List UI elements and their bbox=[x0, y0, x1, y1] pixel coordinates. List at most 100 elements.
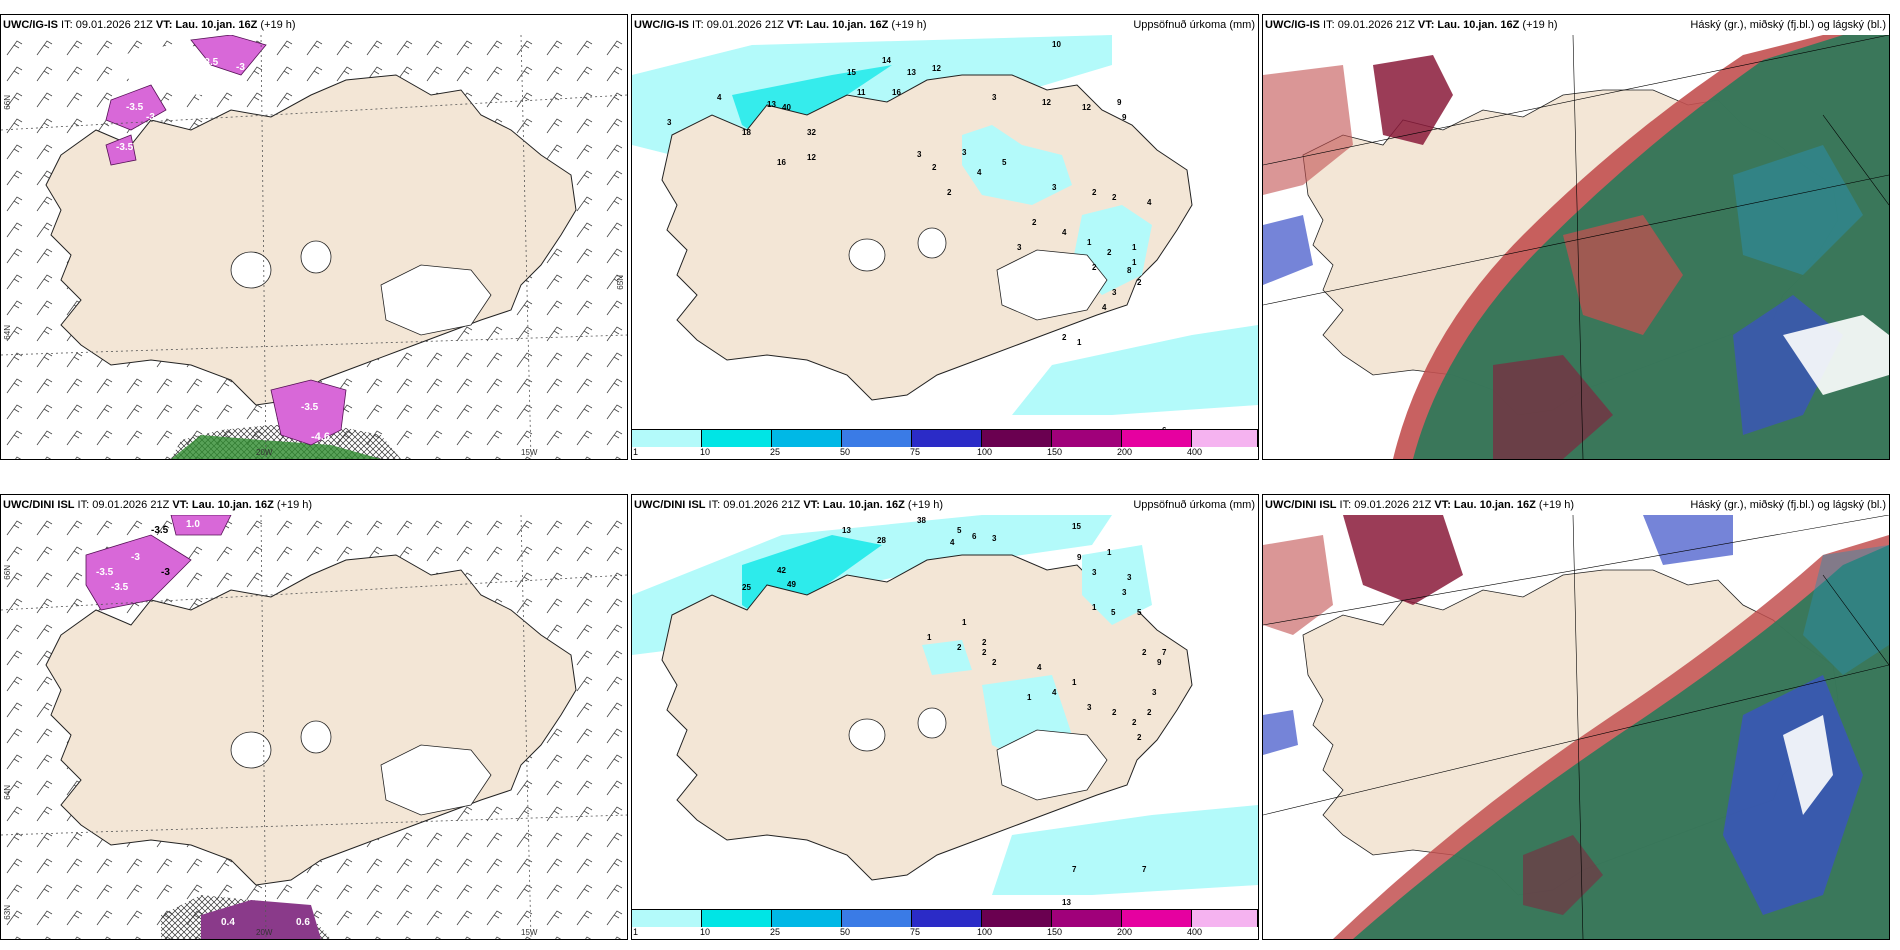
cb-label: 150 bbox=[1047, 447, 1063, 457]
lat-label: 66N bbox=[3, 565, 12, 580]
cb-swatch bbox=[632, 429, 702, 447]
precip-value: 16 bbox=[777, 158, 786, 167]
cb-swatch bbox=[982, 909, 1052, 927]
panel-cloud-bottom: UWC/DINI ISL IT: 09.01.2026 21Z VT: Lau.… bbox=[1262, 494, 1890, 940]
precip-value: 2 bbox=[982, 638, 987, 647]
lat-label: 63N bbox=[3, 905, 12, 920]
precip-value: 1 bbox=[1072, 678, 1077, 687]
field-title: Uppsöfnuð úrkoma (mm) bbox=[1133, 499, 1255, 511]
precip-value: 2 bbox=[957, 643, 962, 652]
precip-value: 7 bbox=[1072, 865, 1077, 874]
precip-value: 2 bbox=[1092, 188, 1097, 197]
cb-label: 75 bbox=[910, 447, 921, 457]
precip-value: 5 bbox=[1111, 608, 1116, 617]
wind-map: -3.5 -3 -3.5 -3 -3.5 1.0 0.4 0.6 bbox=[1, 515, 627, 939]
wind-label: -3.5 bbox=[96, 567, 114, 578]
precip-value: 8 bbox=[1127, 266, 1132, 275]
lead-time: (+19 h) bbox=[1535, 499, 1575, 511]
precip-value: 6 bbox=[972, 532, 977, 541]
colorbar: 1 10 25 50 75 100 150 200 400 bbox=[632, 429, 1258, 459]
model-name: UWC/DINI ISL bbox=[634, 499, 706, 511]
precip-value: 2 bbox=[982, 648, 987, 657]
precip-value: 2 bbox=[947, 188, 952, 197]
precip-value: 4 bbox=[977, 168, 982, 177]
cb-swatch bbox=[1122, 909, 1192, 927]
cb-swatch bbox=[1192, 429, 1258, 447]
precip-value: 4 bbox=[1052, 688, 1057, 697]
precip-value: 7 bbox=[1162, 648, 1167, 657]
lat-label: 65N bbox=[616, 275, 625, 290]
precip-value: 1 bbox=[1092, 603, 1097, 612]
valid-time: VT: Lau. 10.jan. 16Z bbox=[786, 19, 889, 31]
cloud-map bbox=[1263, 515, 1889, 939]
precip-value: 42 bbox=[777, 566, 786, 575]
cb-label: 1 bbox=[633, 927, 639, 937]
panel-header: UWC/IG-IS IT: 09.01.2026 21Z VT: Lau. 10… bbox=[1, 15, 627, 35]
init-time: IT: 09.01.2026 21Z bbox=[689, 19, 787, 31]
cb-label: 400 bbox=[1187, 927, 1203, 937]
colorbar: 1 10 25 50 75 100 150 200 400 bbox=[632, 909, 1258, 939]
lon-label: 15W bbox=[521, 448, 538, 457]
wind-label: -3.5 bbox=[201, 57, 219, 68]
precip-value: 12 bbox=[807, 153, 816, 162]
cb-label: 400 bbox=[1187, 447, 1203, 457]
precip-value: 5 bbox=[1137, 608, 1142, 617]
precip-value: 3 bbox=[1122, 588, 1127, 597]
valid-time: VT: Lau. 10.jan. 16Z bbox=[172, 499, 274, 511]
precip-value: 5 bbox=[957, 526, 962, 535]
precip-value: 3 bbox=[917, 150, 922, 159]
wind-map: -3.5 -3 -3.5 -3 -3.5 -4.6 -3.5 bbox=[1, 35, 627, 459]
panel-cloud-top: UWC/IG-IS IT: 09.01.2026 21Z VT: Lau. 10… bbox=[1262, 14, 1890, 460]
precip-value: 9 bbox=[1157, 658, 1162, 667]
cb-swatch bbox=[982, 429, 1052, 447]
precip-value: 2 bbox=[1112, 708, 1117, 717]
precip-value: 1 bbox=[1087, 238, 1092, 247]
precip-value: 3 bbox=[1152, 688, 1157, 697]
cb-swatch bbox=[702, 429, 772, 447]
precip-value: 7 bbox=[1142, 865, 1147, 874]
cb-swatch bbox=[912, 909, 982, 927]
precip-value: 1 bbox=[962, 618, 967, 627]
precip-value: 1 bbox=[1132, 243, 1137, 252]
init-time: IT: 09.01.2026 21Z bbox=[58, 19, 156, 31]
init-time: IT: 09.01.2026 21Z bbox=[1320, 19, 1418, 31]
wind-label: -3.5 bbox=[151, 525, 169, 536]
model-name: UWC/IG-IS bbox=[634, 19, 689, 31]
cb-swatch bbox=[912, 429, 982, 447]
init-time: IT: 09.01.2026 21Z bbox=[705, 499, 804, 511]
valid-time: VT: Lau. 10.jan. 16Z bbox=[803, 499, 905, 511]
precip-value: 9 bbox=[1122, 113, 1127, 122]
precip-value: 3 bbox=[962, 148, 967, 157]
wind-label: -3.5 bbox=[126, 102, 144, 113]
wind-label: -3 bbox=[161, 567, 170, 578]
wind-label: -3 bbox=[146, 112, 155, 123]
precip-value: 4 bbox=[1102, 303, 1107, 312]
field-title: Uppsöfnuð úrkoma (mm) bbox=[1133, 19, 1255, 31]
precip-value: 2 bbox=[1107, 248, 1112, 257]
lead-time: (+19 h) bbox=[273, 499, 313, 511]
cloud-map bbox=[1263, 35, 1889, 459]
lat-label: 64N bbox=[3, 785, 12, 800]
panel-wind-bottom: UWC/DINI ISL IT: 09.01.2026 21Z VT: Lau.… bbox=[0, 494, 628, 940]
lat-label: 64N bbox=[3, 325, 12, 340]
cb-swatch bbox=[842, 909, 912, 927]
precip-value: 16 bbox=[892, 88, 901, 97]
model-name: UWC/DINI ISL bbox=[1265, 499, 1337, 511]
model-name: UWC/DINI ISL bbox=[3, 499, 75, 511]
init-time: IT: 09.01.2026 21Z bbox=[74, 499, 173, 511]
precip-value: 11 bbox=[857, 88, 866, 97]
precip-value: 3 bbox=[992, 93, 997, 102]
precip-value: 9 bbox=[1117, 98, 1122, 107]
precip-value: 1 bbox=[1132, 258, 1137, 267]
panel-header: UWC/DINI ISL IT: 09.01.2026 21Z VT: Lau.… bbox=[1263, 495, 1889, 515]
precip-value: 3 bbox=[667, 118, 672, 127]
precip-value: 4 bbox=[1147, 198, 1152, 207]
init-time: IT: 09.01.2026 21Z bbox=[1336, 499, 1435, 511]
precip-value: 10 bbox=[1052, 40, 1061, 49]
cb-swatch bbox=[842, 429, 912, 447]
lon-label: 20W bbox=[256, 448, 273, 457]
precip-value: 13 bbox=[767, 100, 776, 109]
wind-label: -3.5 bbox=[301, 402, 319, 413]
cb-label: 100 bbox=[977, 447, 993, 457]
wind-label: 0.4 bbox=[221, 917, 235, 928]
